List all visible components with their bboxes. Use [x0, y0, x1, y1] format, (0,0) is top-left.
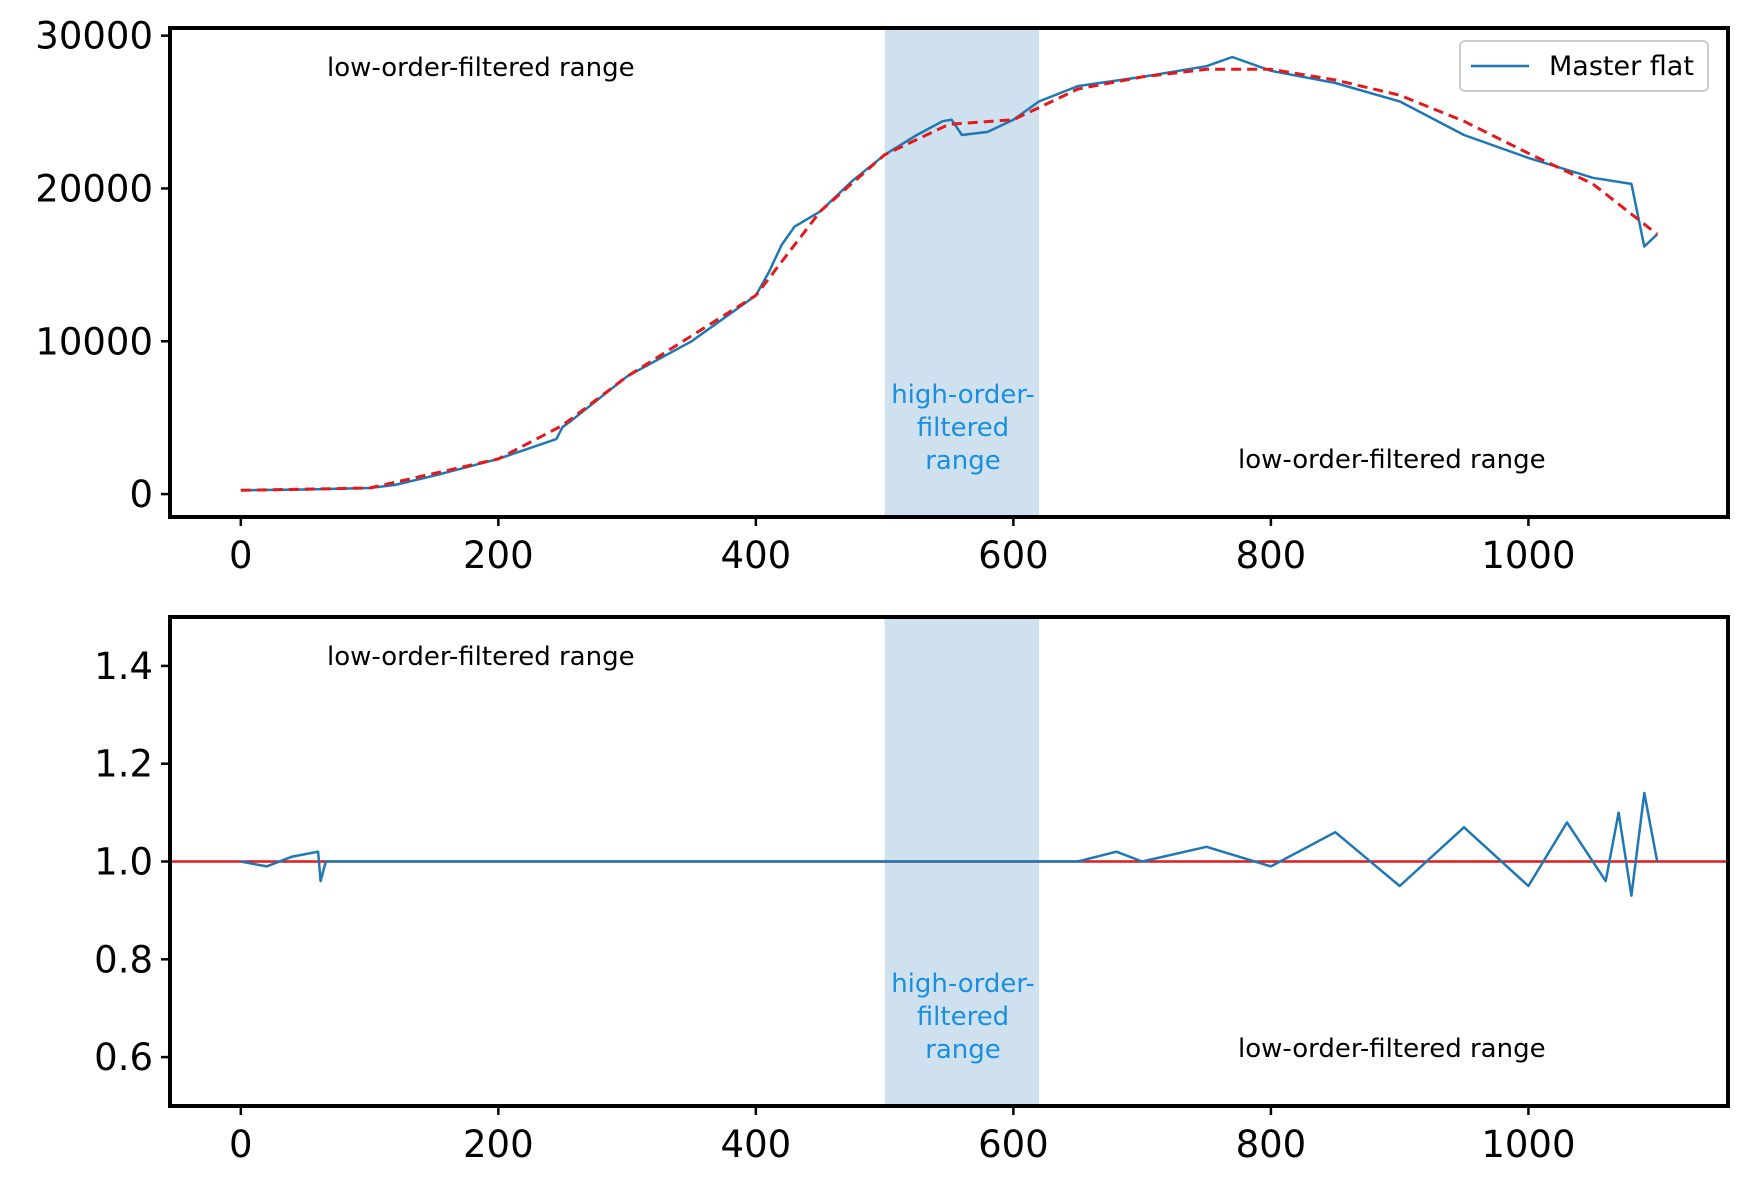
top-ytick-label-3: 30000 — [35, 15, 153, 58]
bottom-xtick-label-3: 600 — [978, 1123, 1049, 1166]
bottom-ytick-label-1: 0.8 — [94, 938, 153, 981]
top-xtick-label-0: 0 — [229, 534, 253, 577]
top-data-line-0 — [240, 55, 1659, 492]
top-xtick-label-4: 800 — [1236, 534, 1307, 577]
bottom-annotation-right: low-order-filtered range — [1238, 1034, 1546, 1064]
top-annotation-middle-1: high-order- — [891, 380, 1035, 410]
bottom-ytick-label-3: 1.2 — [94, 743, 153, 786]
bottom-ytick-label-4: 1.4 — [94, 645, 153, 688]
bottom-xtick-label-2: 400 — [721, 1123, 792, 1166]
top-annotation-right: low-order-filtered range — [1238, 445, 1546, 475]
bottom-annotation-middle-3: range — [925, 1035, 1001, 1065]
top-ytick-label-2: 20000 — [35, 167, 153, 210]
top-legend: Master flat — [1459, 40, 1709, 92]
bottom-xtick-label-4: 800 — [1236, 1123, 1307, 1166]
top-shaded-band — [884, 28, 1040, 517]
top-fit-line-1 — [240, 67, 1659, 492]
top-annotation-left: low-order-filtered range — [327, 53, 635, 83]
top-annotations: low-order-filtered range high-order- fil… — [327, 53, 1546, 476]
top-annotation-middle-2: filtered — [917, 413, 1009, 443]
top-ytick-label-0: 0 — [129, 473, 153, 516]
legend-label: Master flat — [1549, 51, 1694, 82]
top-xtick-label-1: 200 — [463, 534, 534, 577]
top-axes-frame — [168, 26, 1730, 519]
bottom-annotations: low-order-filtered range high-order- fil… — [327, 642, 1546, 1065]
top-xtick-label-3: 600 — [978, 534, 1049, 577]
top-xtick-label-2: 400 — [721, 534, 792, 577]
bottom-data-line-0 — [240, 791, 1659, 897]
legend-box — [1459, 40, 1709, 92]
bottom-axes-frame — [168, 615, 1730, 1108]
top-xtick-label-5: 1000 — [1481, 534, 1575, 577]
top-band-rect — [884, 28, 1040, 517]
bottom-xtick-label-0: 0 — [229, 1123, 253, 1166]
bottom-xtick-label-1: 200 — [463, 1123, 534, 1166]
top-annotation-middle-3: range — [925, 446, 1001, 476]
bottom-panel: low-order-filtered range high-order- fil… — [94, 615, 1730, 1166]
top-panel: low-order-filtered range high-order- fil… — [35, 15, 1730, 577]
bottom-annotation-left: low-order-filtered range — [327, 642, 635, 672]
bottom-xtick-label-5: 1000 — [1481, 1123, 1575, 1166]
bottom-ytick-label-2: 1.0 — [94, 841, 153, 884]
bottom-ytick-label-0: 0.6 — [94, 1036, 153, 1079]
bottom-annotation-middle-1: high-order- — [891, 969, 1035, 999]
top-ytick-label-1: 10000 — [35, 320, 153, 363]
bottom-annotation-middle-2: filtered — [917, 1002, 1009, 1032]
